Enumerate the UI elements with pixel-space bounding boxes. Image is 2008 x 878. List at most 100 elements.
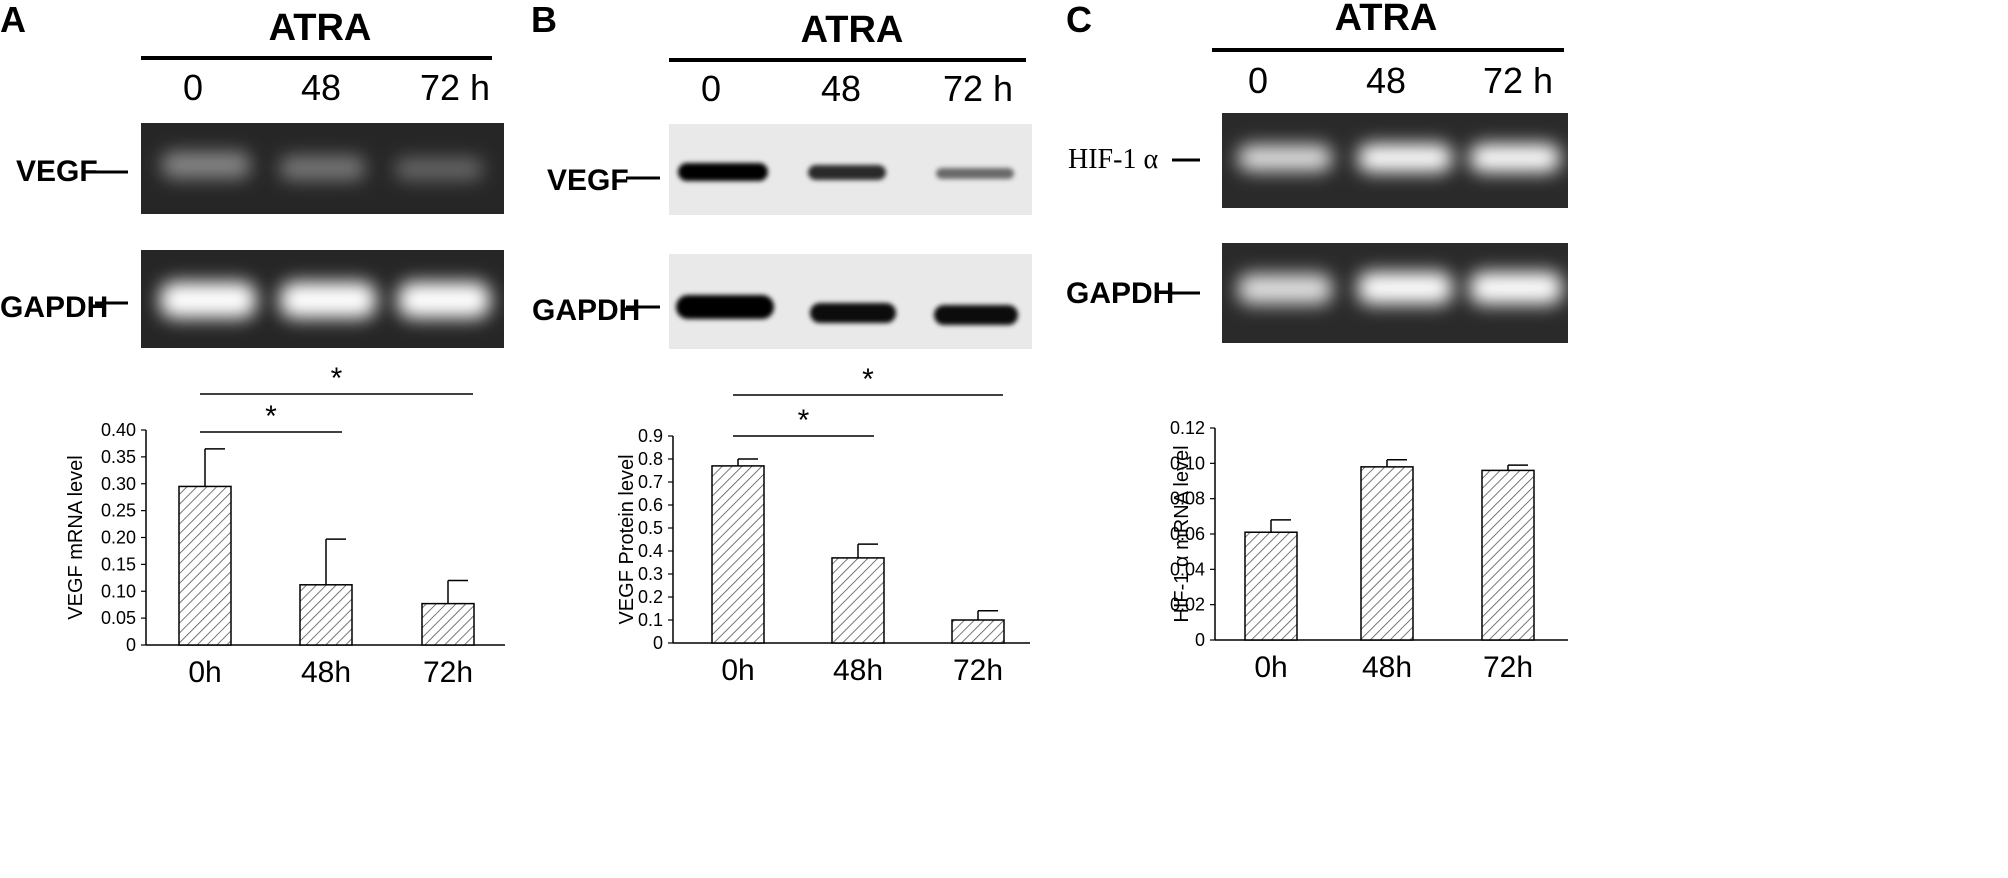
- blot-gapdh-b: [669, 254, 1032, 349]
- band-b-gapdh-0: [676, 295, 774, 319]
- y-axis-label: HIF-1 α mRNA level: [1171, 445, 1193, 622]
- lane-label-b-0: 0: [701, 68, 721, 109]
- treatment-label-c: ATRA: [1335, 0, 1438, 39]
- y-tick-label: 0.25: [101, 501, 136, 521]
- band-label-a-gapdh: GAPDH: [0, 291, 108, 324]
- y-tick-label: 0.9: [638, 426, 663, 446]
- x-tick-label: 0h: [1254, 651, 1287, 684]
- y-tick-label: 0: [1195, 630, 1205, 650]
- y-tick-label: 0.04: [1170, 559, 1205, 579]
- gel-gapdh-a: [141, 250, 504, 348]
- y-tick-label: 0.10: [101, 581, 136, 601]
- lane-label-a-2: 72 h: [420, 67, 490, 108]
- bar-48h: [831, 557, 885, 644]
- lane-label-c-1: 48: [1366, 60, 1406, 101]
- y-tick-label: 0.3: [638, 564, 663, 584]
- band-a-vegf-1: [280, 156, 365, 180]
- bar-0h: [1244, 531, 1298, 641]
- band-c-gapdh-1: [1358, 272, 1452, 304]
- y-tick-label: 0.12: [1170, 418, 1205, 438]
- bar-0h: [178, 485, 232, 646]
- y-axis-label: VEGF Protein level: [616, 454, 638, 624]
- gel-gapdh-c: [1222, 243, 1568, 343]
- x-tick-label: 48h: [1362, 651, 1412, 684]
- y-tick-label: 0.08: [1170, 489, 1205, 509]
- treatment-label-a: ATRA: [269, 7, 372, 49]
- blot-vegf-b: [669, 124, 1032, 215]
- x-tick-label: 48h: [833, 654, 883, 687]
- lane-label-c-0: 0: [1248, 60, 1268, 101]
- y-tick-label: 0.2: [638, 587, 663, 607]
- band-c-hif-0: [1238, 145, 1332, 171]
- y-tick-label: 0.5: [638, 518, 663, 538]
- panel-b: B ATRA 0 48 72 h VEGF GAPDH: [531, 0, 1032, 349]
- band-a-vegf-0: [162, 152, 250, 178]
- band-label-c-gapdh: GAPDH: [1066, 277, 1174, 310]
- band-label-b-gapdh: GAPDH: [532, 294, 640, 327]
- y-axis-label: VEGF mRNA level: [65, 455, 87, 619]
- lane-label-b-2: 72 h: [943, 68, 1013, 109]
- x-tick-label: 72h: [423, 656, 473, 689]
- bar-0h: [711, 465, 765, 644]
- band-a-gapdh-1: [280, 282, 376, 318]
- band-b-vegf-0: [678, 163, 768, 181]
- band-b-vegf-2: [936, 168, 1014, 179]
- band-label-c-hif1a: HIF-1 α: [1068, 144, 1158, 175]
- gel-hif1a-c: [1222, 113, 1568, 208]
- y-tick-label: 0.8: [638, 449, 663, 469]
- y-tick-label: 0.6: [638, 495, 663, 515]
- y-tick-label: 0: [653, 633, 663, 653]
- y-tick-label: 0.15: [101, 554, 136, 574]
- x-tick-label: 0h: [188, 656, 221, 689]
- panel-letter-a: A: [0, 0, 26, 40]
- y-tick-label: 0.10: [1170, 453, 1205, 473]
- gel-vegf-a: [141, 123, 504, 214]
- significance-star: *: [798, 404, 810, 437]
- treatment-label-b: ATRA: [801, 9, 904, 51]
- band-a-gapdh-2: [398, 282, 490, 318]
- lane-label-b-1: 48: [821, 68, 861, 109]
- band-label-b-vegf: VEGF: [547, 164, 629, 197]
- y-tick-label: 0.20: [101, 528, 136, 548]
- y-tick-label: 0.05: [101, 608, 136, 628]
- band-c-hif-2: [1470, 144, 1560, 172]
- band-b-gapdh-2: [934, 305, 1018, 325]
- significance-star: *: [331, 362, 343, 395]
- significance-star: *: [862, 363, 874, 396]
- panel-letter-b: B: [531, 0, 557, 40]
- y-tick-label: 0.06: [1170, 524, 1205, 544]
- bar-72h: [421, 602, 475, 646]
- band-c-hif-1: [1358, 144, 1452, 172]
- band-c-gapdh-0: [1238, 274, 1332, 304]
- x-tick-label: 72h: [1483, 651, 1533, 684]
- panel-letter-c: C: [1066, 0, 1092, 40]
- y-tick-label: 0.02: [1170, 595, 1205, 615]
- band-b-gapdh-1: [810, 303, 896, 323]
- lane-label-a-1: 48: [301, 67, 341, 108]
- lane-label-c-2: 72 h: [1483, 60, 1553, 101]
- y-tick-label: 0.1: [638, 610, 663, 630]
- x-tick-label: 48h: [301, 656, 351, 689]
- band-a-vegf-2: [395, 158, 483, 180]
- y-tick-label: 0.40: [101, 420, 136, 440]
- y-tick-label: 0.7: [638, 472, 663, 492]
- y-tick-label: 0.4: [638, 541, 663, 561]
- bar-chart-vegf-mrna: 0 0.05 0.10 0.15 0.20 0.25 0.30 0.35 0.40 VEGF mR…: [65, 362, 505, 689]
- bar-48h: [299, 584, 353, 646]
- y-tick-label: 0.30: [101, 474, 136, 494]
- bar-72h: [1481, 469, 1535, 641]
- y-tick-label: 0: [126, 635, 136, 655]
- significance-star: *: [265, 400, 277, 433]
- lane-label-a-0: 0: [183, 67, 203, 108]
- bar-72h: [951, 619, 1005, 644]
- y-tick-label: 0.35: [101, 447, 136, 467]
- bar-chart-hif1a-mrna: 0 0.02 0.04 0.06 0.08 0.10 0.12 HIF-1 α mRNA le…: [1170, 418, 1568, 684]
- x-tick-label: 72h: [953, 654, 1003, 687]
- band-label-a-vegf: VEGF: [16, 155, 98, 188]
- band-b-vegf-1: [808, 165, 886, 180]
- panel-c: C ATRA 0 48 72 h HIF-1 α GAPDH: [1066, 0, 1568, 343]
- band-a-gapdh-0: [160, 282, 256, 318]
- x-tick-label: 0h: [721, 654, 754, 687]
